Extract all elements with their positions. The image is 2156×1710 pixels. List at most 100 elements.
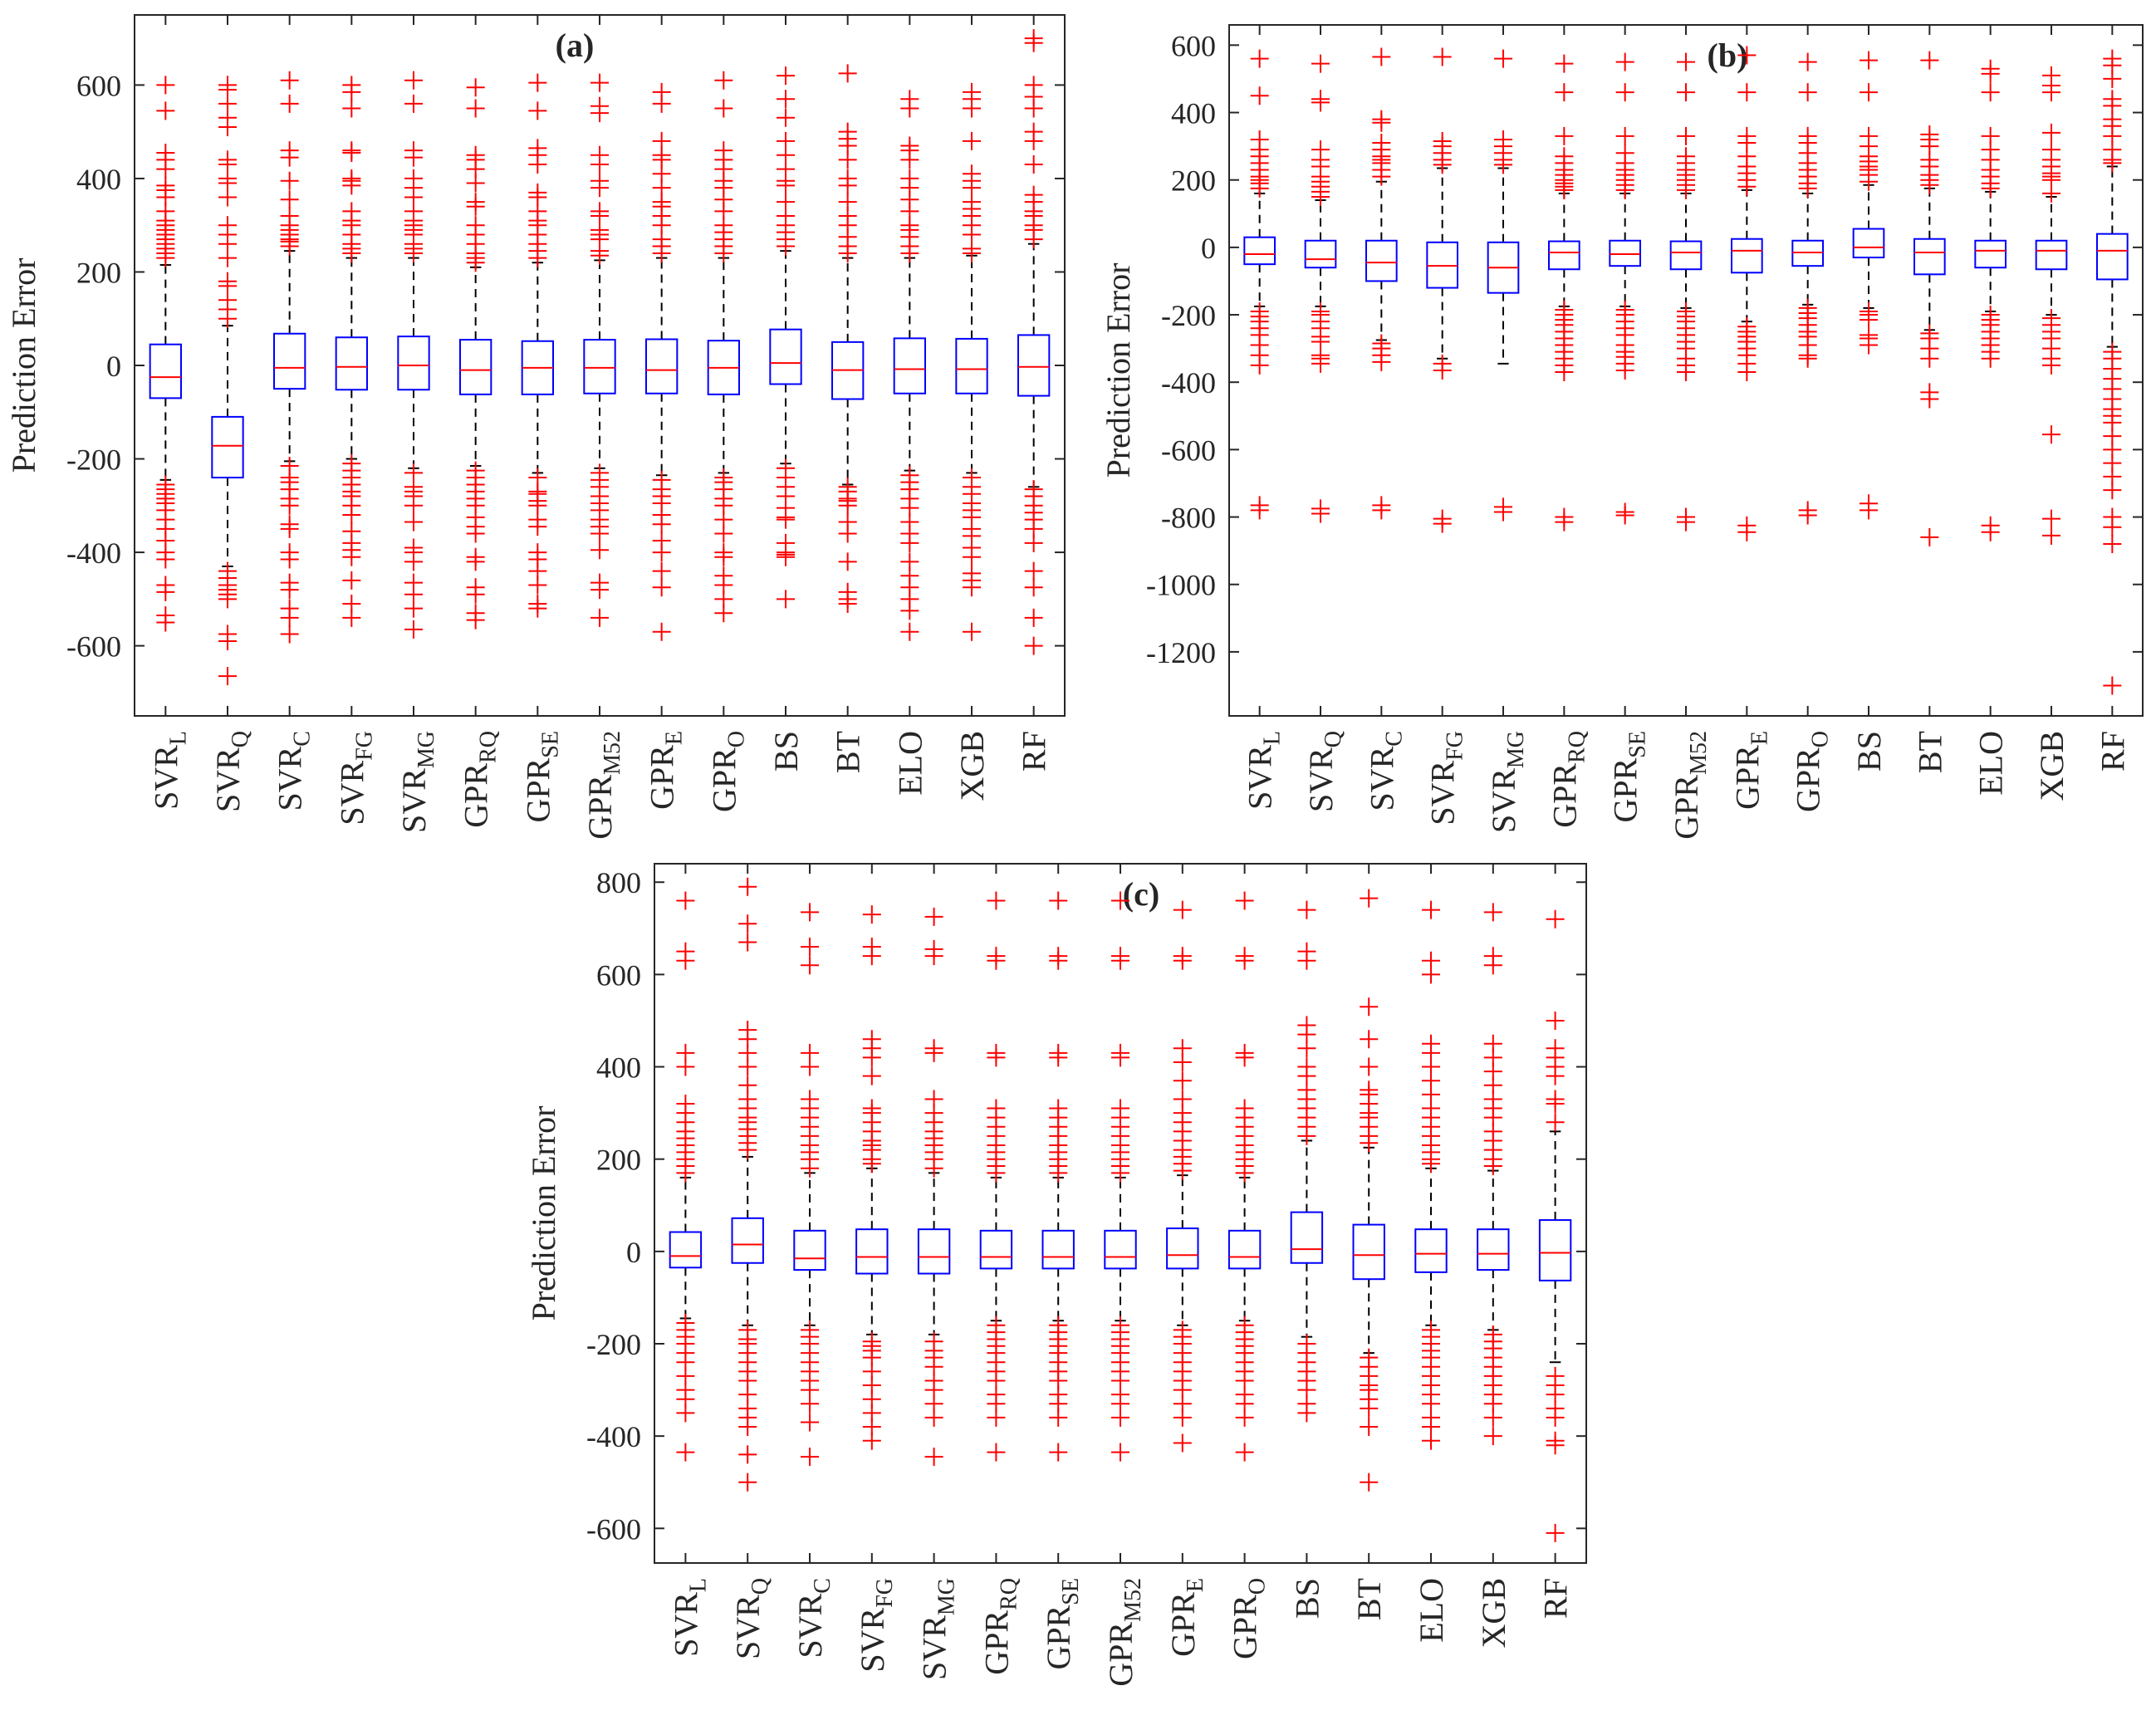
outlier-point [2103,90,2122,109]
outlier-point [1250,130,1269,149]
iqr-box [1538,1219,1572,1281]
outlier-point [1250,355,1269,375]
y-tick-label: 0 [626,1236,641,1269]
outlier-point [777,131,795,150]
x-tick-label: SVRL [1242,731,1286,810]
outlier-point [1372,110,1391,129]
outlier-point [1111,1443,1129,1462]
outlier-point [801,1090,819,1109]
box-11: BS [767,15,805,772]
box-12: BT [830,15,867,773]
outlier-point [987,1043,1006,1062]
outlier-point [404,141,423,160]
iqr-box [1104,1229,1137,1270]
x-tick-label: XGB [1475,1578,1512,1648]
outlier-point [1173,900,1192,919]
outlier-point [1250,49,1269,68]
x-tick-label: GPRE [1164,1578,1208,1657]
box-14: XGB [1475,864,1512,1648]
panel-label: (a) [556,27,595,64]
outlier-point [777,66,795,86]
iqr-box [397,336,430,391]
panel-label: (c) [1123,875,1159,913]
outlier-point [590,145,609,164]
outlier-point [590,581,609,600]
outlier-point [1433,47,1452,66]
box-13: ELO [1413,864,1450,1643]
x-tick-label: SVRFG [1424,731,1468,826]
outlier-point [987,1443,1006,1462]
outlier-point [652,82,671,101]
outlier-point [1360,1030,1379,1049]
outlier-point [1546,1090,1565,1109]
box-15: RF [1537,864,1575,1619]
iqr-box [1913,238,1946,276]
outlier-point [1024,29,1043,48]
outlier-point [1235,1099,1254,1118]
outlier-point [900,601,919,620]
box-9: GPRE [1164,864,1208,1657]
iqr-box [1017,334,1051,397]
outlier-point [1173,1071,1192,1090]
outlier-point [1920,527,1939,546]
y-tick-label: 200 [596,1144,641,1177]
outlier-point [1677,52,1695,71]
outlier-point [404,169,423,188]
outlier-point [987,947,1006,966]
outlier-point [963,547,981,566]
outlier-point [838,122,857,141]
outlier-point [838,193,857,212]
outlier-point [676,942,695,961]
box-5: SVRMG [916,864,960,1680]
outlier-point [777,108,795,127]
box-15: RF [1016,15,1053,772]
outlier-point [466,552,485,571]
outlier-point [738,1418,757,1437]
outlier-point [1049,891,1068,910]
outlier-point [342,608,361,627]
outlier-point [801,938,819,957]
outlier-point [1483,1408,1502,1427]
outlier-point [862,1030,881,1049]
iqr-box [1477,1228,1510,1271]
outlier-point [2103,481,2122,500]
outlier-point [218,631,237,650]
outlier-point [777,193,795,212]
outlier-point [1494,502,1512,522]
box-10: GPRO [705,15,749,812]
outlier-point [1981,126,2000,145]
outlier-point [2103,517,2122,537]
outlier-point [652,131,671,150]
iqr-box [2096,233,2129,281]
outlier-point [280,625,299,644]
outlier-point [1546,1523,1565,1542]
outlier-point [404,599,423,618]
outlier-point [1483,1427,1502,1446]
iqr-box [459,339,492,395]
outlier-point [1360,1418,1379,1437]
outlier-point [1483,1034,1502,1053]
outlier-point [218,667,237,686]
x-tick-label: SVRMG [1485,731,1529,833]
outlier-point [987,891,1006,910]
outlier-point [466,145,485,164]
iqr-box [1041,1229,1075,1270]
outlier-point [404,496,423,515]
outlier-point [801,956,819,975]
outlier-point [862,1099,881,1118]
iqr-box [1304,239,1337,269]
outlier-point [466,99,485,118]
outlier-point [2042,355,2060,375]
outlier-point [590,541,609,560]
outlier-point [1360,1080,1379,1100]
iqr-box [1166,1227,1199,1270]
box-13: ELO [1972,25,2010,796]
iqr-box [2035,239,2068,271]
outlier-point [714,99,733,118]
outlier-point [1860,83,1878,102]
outlier-point [1798,506,1817,525]
box-9: GPRE [1728,25,1772,810]
outlier-point [900,533,919,552]
iqr-box [1414,1228,1448,1273]
outlier-point [1615,126,1634,145]
